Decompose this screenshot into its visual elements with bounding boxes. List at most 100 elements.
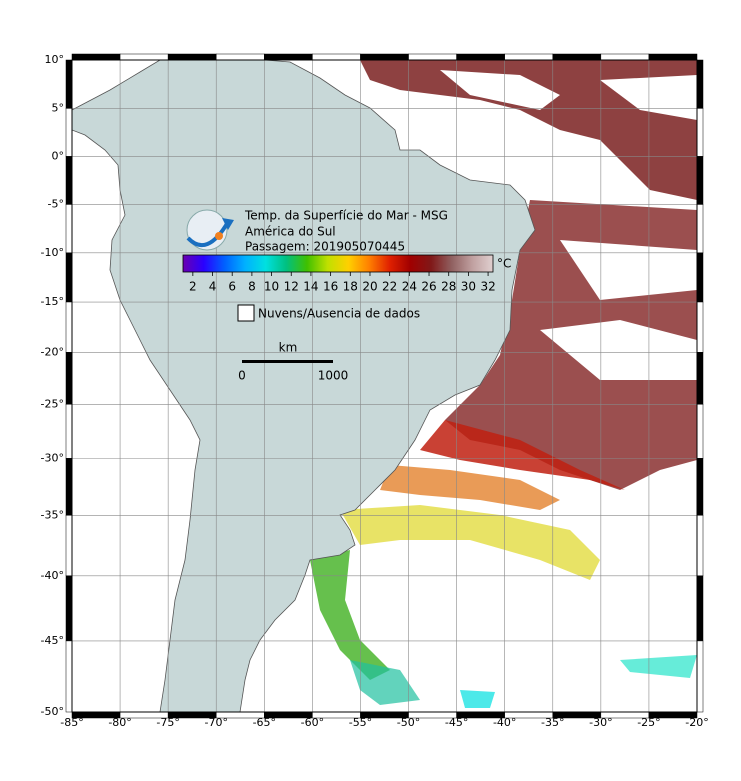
y-tick-label: 5° xyxy=(52,101,65,114)
colorbar-tick-label: 20 xyxy=(362,280,377,294)
legend-label: Nuvens/Ausencia de dados xyxy=(258,307,420,321)
colorbar-tick-label: 22 xyxy=(382,280,397,294)
sst-field xyxy=(72,60,697,712)
frame-segment xyxy=(65,404,73,459)
sst-patch xyxy=(310,550,390,680)
x-tick-label: -60° xyxy=(301,716,324,729)
sst-patch xyxy=(620,655,697,678)
colorbar-tick-label: 18 xyxy=(343,280,358,294)
x-tick-label: -65° xyxy=(253,716,276,729)
frame-segment xyxy=(408,53,457,61)
scale-unit: km xyxy=(279,341,298,355)
colorbar-tick-label: 8 xyxy=(248,280,256,294)
y-tick-label: -15° xyxy=(41,295,64,308)
cloud xyxy=(600,75,697,120)
y-tick-label: -40° xyxy=(41,569,64,582)
grid xyxy=(71,59,698,713)
frame-segment xyxy=(65,108,73,157)
cloud xyxy=(560,240,697,300)
frame-segment xyxy=(696,404,704,459)
y-tick-label: -10° xyxy=(41,246,64,259)
x-tick-label: -80° xyxy=(108,716,131,729)
subtitle: América do Sul xyxy=(245,225,336,239)
frame-segment xyxy=(696,352,704,405)
x-tick-label: -50° xyxy=(397,716,420,729)
x-tick-label: -70° xyxy=(204,716,227,729)
colorbar-tick-label: 12 xyxy=(284,280,299,294)
frame-segment xyxy=(65,204,73,254)
frame-segment xyxy=(119,53,169,61)
colorbar-tick-label: 16 xyxy=(323,280,338,294)
colorbar-unit: °C xyxy=(497,257,511,271)
frame-segment xyxy=(696,640,704,713)
frame-segment xyxy=(696,458,704,516)
frame-segment xyxy=(504,53,554,61)
colorbar-tick-label: 32 xyxy=(480,280,495,294)
frame-segment xyxy=(696,59,704,109)
y-tick-label: 10° xyxy=(45,53,65,66)
logo xyxy=(186,209,234,251)
colorbar-tick-label: 30 xyxy=(461,280,476,294)
frame-segment xyxy=(696,252,704,303)
sst-patch xyxy=(360,60,697,200)
scale-tick-label: 1000 xyxy=(318,369,349,383)
frame-segment xyxy=(456,53,505,61)
cloud xyxy=(440,70,560,110)
y-tick-label: -25° xyxy=(41,397,64,410)
sst-patch xyxy=(380,465,560,510)
scale-tick-label: 0 xyxy=(238,369,246,383)
colorbar-tick-label: 10 xyxy=(264,280,279,294)
sst-patch xyxy=(340,505,600,580)
frame-segment xyxy=(65,252,73,303)
frame-segment xyxy=(71,53,121,61)
frame-segment xyxy=(65,575,73,642)
y-tick-label: -30° xyxy=(41,451,64,464)
cloud xyxy=(540,320,697,380)
frame-segment xyxy=(65,59,73,109)
frame-segment xyxy=(264,53,313,61)
frame-segment xyxy=(312,53,361,61)
y-tick-label: -50° xyxy=(41,705,64,718)
x-tick-label: -25° xyxy=(637,716,660,729)
sst-patch xyxy=(460,690,495,708)
x-tick-label: -75° xyxy=(156,716,179,729)
colorbar-tick-label: 14 xyxy=(303,280,318,294)
colorbar-tick-label: 26 xyxy=(421,280,436,294)
colorbar-tick-label: 4 xyxy=(209,280,217,294)
frame-segment xyxy=(360,53,409,61)
y-tick-label: -35° xyxy=(41,508,64,521)
frame-segment xyxy=(65,352,73,405)
frame-segment xyxy=(65,156,73,205)
frame-segment xyxy=(215,53,265,61)
frame-segment xyxy=(696,204,704,254)
x-tick-label: -55° xyxy=(349,716,372,729)
frame-segment xyxy=(65,458,73,516)
colorbar-tick-label: 2 xyxy=(189,280,197,294)
x-tick-label: -40° xyxy=(493,716,516,729)
frame-segment xyxy=(65,301,73,353)
pass-time: Passagem: 201905070445 xyxy=(245,240,405,254)
map-frame xyxy=(71,59,698,713)
frame-segment xyxy=(65,515,73,577)
legend-swatch xyxy=(237,304,255,322)
frame-segment xyxy=(167,53,217,61)
y-tick-label: -5° xyxy=(48,197,64,210)
frame-segment xyxy=(696,515,704,577)
frame-segment xyxy=(696,108,704,157)
title: Temp. da Superfície do Mar - MSG xyxy=(244,209,448,223)
x-tick-label: -85° xyxy=(60,716,83,729)
y-tick-label: -45° xyxy=(41,634,64,647)
frame-segment xyxy=(65,640,73,713)
scale-bar xyxy=(242,360,333,363)
x-tick-label: -45° xyxy=(445,716,468,729)
colorbar-tick-label: 28 xyxy=(441,280,456,294)
colorbar-tick-label: 24 xyxy=(402,280,417,294)
y-tick-label: -20° xyxy=(41,345,64,358)
x-tick-label: -20° xyxy=(685,716,708,729)
frame-segment xyxy=(552,53,602,61)
frame-segment xyxy=(600,53,650,61)
sst-patch xyxy=(350,660,420,705)
colorbar-tick-label: 6 xyxy=(228,280,236,294)
colorbar xyxy=(182,254,494,273)
